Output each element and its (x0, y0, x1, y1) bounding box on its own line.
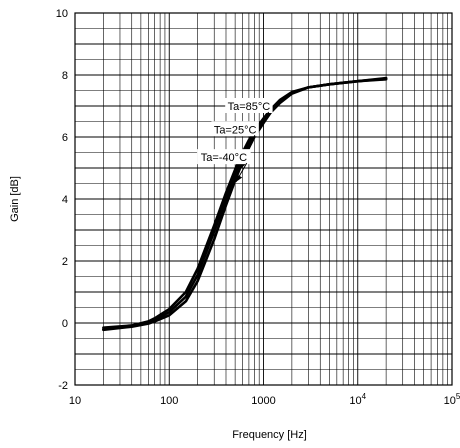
y-tick-label: 2 (62, 256, 68, 268)
x-tick-label: 100 (160, 395, 178, 407)
y-tick-label: 10 (56, 8, 68, 20)
y-tick-label: 8 (62, 70, 68, 82)
y-tick-label: -2 (58, 380, 68, 392)
x-tick-label: 1000 (251, 395, 275, 407)
x-axis-label: Frequency [Hz] (232, 429, 307, 441)
series-line (102, 76, 388, 329)
annotation-label: Ta=25°C (214, 124, 257, 136)
annotation-label: Ta=85°C (228, 101, 271, 113)
y-tick-label: 4 (62, 194, 68, 206)
annotation-label: Ta=-40°C (201, 152, 247, 164)
y-axis-label: Gain [dB] (9, 176, 21, 222)
y-tick-label: 0 (62, 318, 68, 330)
grid (75, 12, 452, 386)
x-tick-label: 104 (349, 392, 366, 407)
annotation-box (225, 98, 273, 113)
annotation-box (211, 121, 259, 137)
annotation-box (197, 149, 251, 165)
annotation-arrowhead (235, 174, 243, 182)
plot-frame (74, 12, 453, 386)
x-tick-label: 10 (69, 395, 81, 407)
x-tick-label: 105 (444, 392, 460, 407)
y-tick-label: 6 (62, 132, 68, 144)
